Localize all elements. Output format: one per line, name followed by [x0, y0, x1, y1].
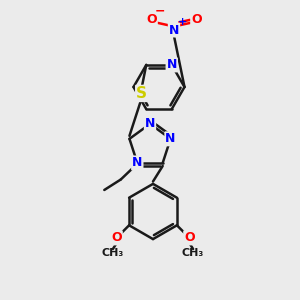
Text: N: N: [165, 132, 176, 145]
Text: O: O: [146, 13, 157, 26]
Text: S: S: [136, 86, 147, 101]
Text: N: N: [132, 157, 142, 169]
Text: N: N: [167, 58, 177, 71]
Text: N: N: [169, 23, 179, 37]
Text: O: O: [184, 231, 195, 244]
Text: CH₃: CH₃: [102, 248, 124, 259]
Text: N: N: [145, 117, 155, 130]
Text: CH₃: CH₃: [182, 248, 204, 259]
Text: −: −: [155, 4, 165, 18]
Text: O: O: [191, 13, 202, 26]
Text: +: +: [178, 16, 187, 27]
Text: O: O: [111, 231, 122, 244]
